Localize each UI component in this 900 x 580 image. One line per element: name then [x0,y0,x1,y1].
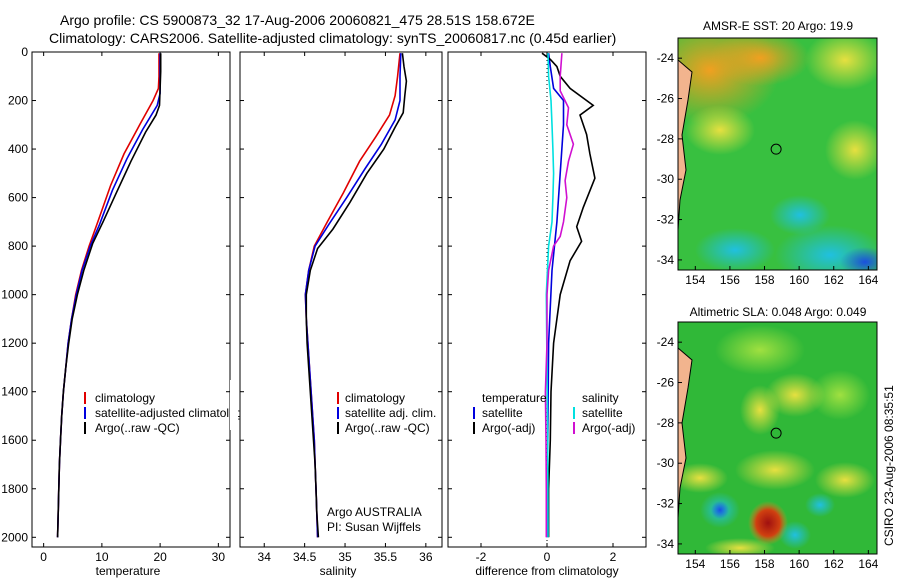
map-x-tick-label: 154 [685,557,705,571]
x-tick-label: 0 [544,550,551,564]
y-tick-label: 800 [8,239,28,253]
y-tick-label: 0 [21,45,28,59]
y-tick-label: 1000 [1,288,28,302]
map-x-tick-label: 158 [755,273,775,287]
map-y-tick-label: -24 [657,51,675,65]
x-tick-label: 35.5 [374,550,398,564]
sla-map-frame [677,321,878,555]
x-tick-label: 35 [338,550,352,564]
map-x-tick-label: 154 [685,273,705,287]
map-y-tick-label: -26 [657,92,675,106]
y-tick-label: 2000 [1,530,28,544]
temperature-axes [31,51,231,548]
sla-map-image [678,322,877,554]
sst-float-location-marker [770,143,782,155]
map-x-tick-label: 158 [755,557,775,571]
map-x-tick-label: 156 [720,273,740,287]
temperature-xlabel: temperature [96,564,161,578]
map-y-tick-label: -32 [657,497,675,511]
legend-label-climatology: climatology [345,391,405,405]
difference-panel: -2 0 2 difference from climatology tempera… [447,51,647,578]
x-tick-label: 20 [153,550,167,564]
salinity-xlabel: salinity [320,564,357,578]
series-argo-raw-qc [305,53,408,538]
legend-label-satellite-adjusted: satellite-adjusted climatology [95,406,248,420]
pi-annotation: PI: Susan Wijffels [327,520,421,534]
legend-label-sal-satellite: satellite [582,406,623,420]
title-line-2: Climatology: CARS2006. Satellite-adjuste… [49,30,616,46]
map-x-tick-label: 160 [789,273,809,287]
map-y-tick-label: -24 [657,335,675,349]
legend-label-sal-argo: Argo(-adj) [582,421,635,435]
x-tick-label: 30 [212,550,226,564]
difference-legend-salinity: salinity satellite Argo(-adj) [573,391,635,435]
series-temperature-satellite [546,53,565,538]
sla-float-location-marker [770,427,782,439]
series-argo-raw-qc [56,53,162,538]
sst-map-image [678,38,877,270]
institution-annotation: Argo AUSTRALIA [327,505,422,519]
x-tick-label: 10 [95,550,109,564]
map-x-tick-label: 164 [858,273,878,287]
series-salinity-argo-adj [544,53,575,538]
map-x-tick-label: 156 [720,557,740,571]
sst-map-panel: AMSR-E SST: 20 Argo: 19.9 154 156 158 160 16… [657,19,879,287]
x-tick-label: -2 [476,550,487,564]
map-x-tick-label: 160 [789,557,809,571]
legend-heading-salinity: salinity [582,391,619,405]
legend-label-temp-satellite: satellite [482,406,523,420]
legend-label-argo: Argo(..raw -QC) [95,421,180,435]
temperature-panel: 0 200 400 600 800 1000 1200 1400 1600 1800 2000 0 1… [1,45,248,578]
sla-map-panel: Altimetric SLA: 0.048 Argo: 0.049 154 156… [657,305,879,571]
legend-overflow-mask [230,380,238,430]
sla-map-title: Altimetric SLA: 0.048 Argo: 0.049 [690,305,867,319]
map-y-tick-label: -28 [657,132,675,146]
salinity-legend: climatology satellite adj. clim. Argo(..… [337,391,436,435]
salinity-axes [239,51,443,548]
series-temperature-argo-adj [541,52,596,538]
map-y-tick-label: -26 [657,376,675,390]
legend-label-argo: Argo(..raw -QC) [345,421,430,435]
legend-label-temp-argo: Argo(-adj) [482,421,535,435]
temperature-legend: climatology satellite-adjusted climatolo… [84,391,248,435]
x-tick-label: 0 [40,550,47,564]
x-tick-label: 36 [419,550,433,564]
map-y-tick-label: -34 [657,537,675,551]
map-y-tick-label: -30 [657,172,675,186]
sst-map-title: AMSR-E SST: 20 Argo: 19.9 [703,19,853,33]
map-x-tick-label: 164 [858,557,878,571]
map-y-tick-label: -30 [657,456,675,470]
map-y-tick-label: -32 [657,213,675,227]
sst-map-frame [677,37,878,271]
timestamp-label: CSIRO 23-Aug-2006 08:35:51 [882,385,896,546]
x-tick-label: 34.5 [293,550,317,564]
y-tick-label: 200 [8,94,28,108]
map-y-tick-label: -28 [657,416,675,430]
x-tick-label: 2 [610,550,617,564]
salinity-panel: 34 34.5 35 35.5 36 salinity climatology sate… [239,51,443,578]
difference-xlabel: difference from climatology [475,564,618,578]
legend-heading-temperature: temperature [482,391,547,405]
y-tick-label: 1400 [1,385,28,399]
legend-label-satellite-adjusted: satellite adj. clim. [345,406,436,420]
legend-label-climatology: climatology [95,391,155,405]
difference-legend-temperature: temperature satellite Argo(-adj) [473,391,547,435]
y-tick-label: 600 [8,191,28,205]
y-tick-label: 1200 [1,336,28,350]
y-tick-label: 1800 [1,482,28,496]
title-line-1: Argo profile: CS 5900873_32 17-Aug-2006 … [60,12,535,28]
map-x-tick-label: 162 [824,273,844,287]
x-tick-label: 34 [258,550,272,564]
y-tick-label: 1600 [1,433,28,447]
y-tick-label: 400 [8,142,28,156]
map-x-tick-label: 162 [824,557,844,571]
map-y-tick-label: -34 [657,253,675,267]
